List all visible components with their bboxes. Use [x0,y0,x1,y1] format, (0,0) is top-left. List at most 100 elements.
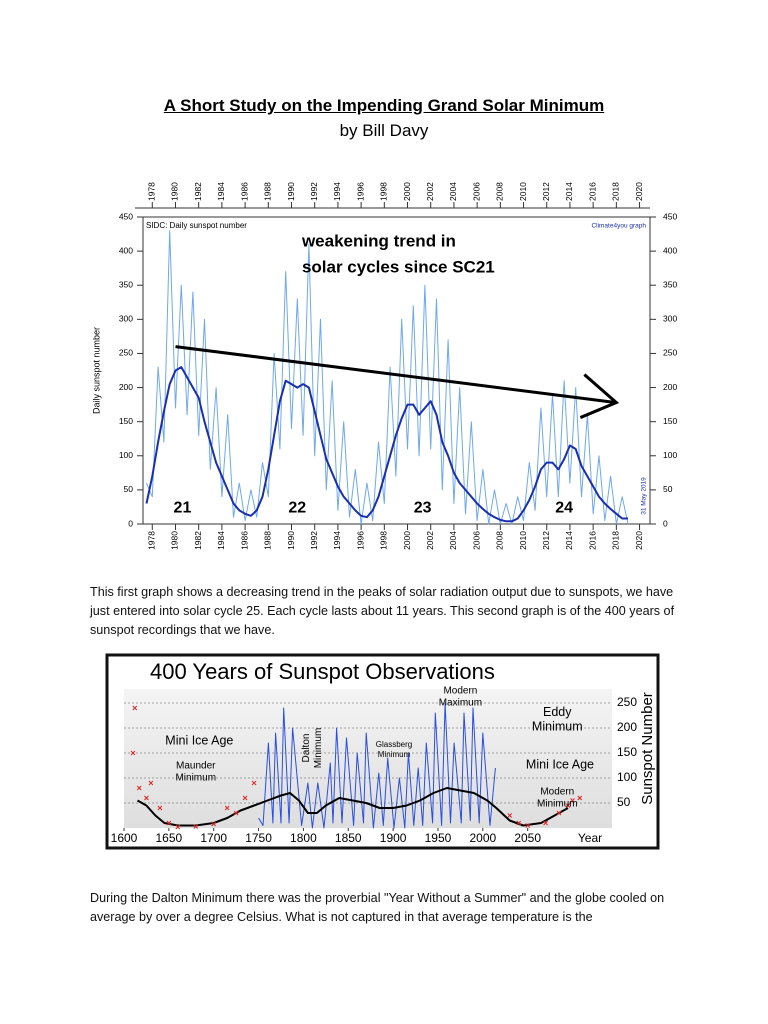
x-tick-label: 1978 [147,531,157,550]
x-tick-label: 1998 [379,531,389,550]
cross-marker [507,813,513,818]
x-tick-label: 2016 [587,531,597,550]
annotation: weakening trend in [301,232,456,251]
chart-title: 400 Years of Sunspot Observations [150,659,495,684]
x-tick-label: 1986 [239,531,249,550]
y-tick-label: 300 [663,314,677,324]
sunspot-cycles-chart: 1978 1978 1980 1980 1982 1982 1984 1984 1986 1986… [91,182,677,550]
sunspot-line [137,787,569,827]
x-tick-label: 1986 [239,182,249,201]
cross-marker [233,810,239,816]
x-tick-label: 2006 [471,182,481,201]
y-axis-label: Daily sunspot number [91,327,101,414]
y-tick-label: 450 [663,211,677,221]
x-tick-label: 2002 [425,531,435,550]
x-tick-label: 1988 [263,531,273,550]
sunspot-line [146,230,629,525]
cross-marker [148,780,154,786]
cross-marker [136,785,142,791]
y-tick-label: 400 [663,245,677,255]
x-tick-label: 1982 [193,182,203,201]
cross-marker [132,705,138,711]
annotation: Glassberg [376,740,412,749]
x-tick-label: 1992 [309,531,319,550]
x-tick-label: 2008 [495,531,505,550]
y-tick-label: 50 [124,484,134,494]
cross-marker [577,795,583,801]
x-tick-label: 2010 [518,182,528,201]
y-tick-label: 350 [663,279,677,289]
annotation: Minimum [175,773,216,784]
y-tick-label: 0 [128,518,133,528]
x-tick-label: 2004 [448,531,458,550]
annotation: Minimum [537,799,578,810]
trend-arrow [175,345,617,405]
x-tick-label: 1988 [263,182,273,201]
cross-marker [144,795,149,801]
x-tick-label: 2020 [634,182,644,201]
y-tick-label: 400 [119,245,133,255]
x-tick-label: 1994 [332,182,342,201]
x-tick-label: 1800 [290,831,317,845]
annotation: Minimum [378,750,411,759]
x-tick-label: 2018 [611,182,621,201]
annotation: Dalton [301,734,312,763]
paragraph: This first graph shows a decreasing tren… [90,585,675,637]
x-tick-label: 1980 [170,531,180,550]
x-tick-label: 1984 [216,531,226,550]
annotation: Maximum [439,698,482,709]
sunspot-line [258,702,496,829]
y-tick-label: 50 [663,484,673,494]
y-tick-label: 200 [663,382,677,392]
annotation: 24 [555,500,573,517]
cross-marker [166,820,172,826]
y-tick-label: 250 [663,348,677,358]
doc-title: A Short Study on the Impending Grand Sol… [163,96,605,115]
chart-title: SIDC: Daily sunspot number [146,221,247,230]
y-tick-label: 300 [119,314,133,324]
cross-marker [525,823,531,828]
cross-marker [251,780,257,786]
x-tick-label: 1990 [286,531,296,550]
annotation: Minimum [313,728,324,769]
cross-marker [157,805,163,811]
y-tick-label: 250 [119,348,133,358]
y-tick-label: 150 [119,416,133,426]
cross-marker [175,824,181,830]
annotation: solar cycles since SC21 [302,258,495,277]
x-tick-label: 2014 [564,531,574,550]
y-tick-label: 50 [617,795,631,809]
x-tick-label: 1950 [425,831,452,845]
y-tick-label: 450 [119,211,133,221]
y-tick-label: 150 [617,745,637,759]
x-tick-label: 2000 [402,182,412,201]
annotation: Eddy [543,705,572,719]
x-tick-label: 2010 [518,531,528,550]
annotation: Modern [443,686,477,697]
x-tick-label: 2016 [587,182,597,201]
cross-marker [543,820,548,826]
x-tick-label: 1980 [170,182,180,201]
annotation: Minimum [532,720,583,734]
annotation: Maunder [176,761,216,772]
y-tick-label: 100 [663,450,677,460]
x-tick-label: 1982 [193,531,203,550]
x-tick-label: 1990 [286,182,296,201]
x-tick-label: 1992 [309,182,319,201]
x-tick-label: 2014 [564,182,574,201]
x-tick-label: 2050 [514,831,541,845]
x-tick-label: 2002 [425,182,435,201]
x-tick-label: 2008 [495,182,505,201]
y-tick-label: 0 [663,518,668,528]
x-tick-label: 1996 [355,182,365,201]
x-tick-label: 1850 [335,831,362,845]
x-tick-label: 2006 [471,531,481,550]
annotation: 21 [174,500,192,517]
x-tick-label: 1600 [111,831,138,845]
y-tick-label: 200 [617,720,637,734]
annotation: Modern [540,787,574,798]
x-tick-label: 2000 [402,531,412,550]
y-tick-label: 150 [663,416,677,426]
